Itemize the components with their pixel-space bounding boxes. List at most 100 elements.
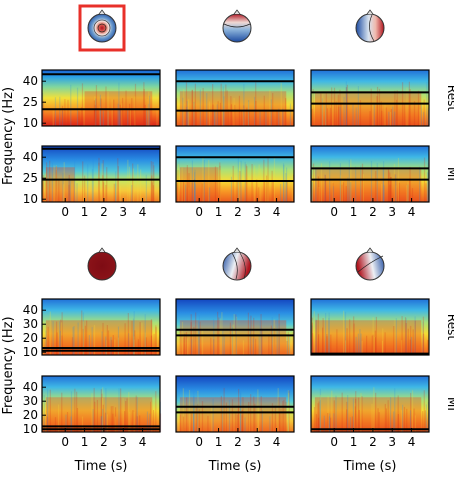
texture-streak: [104, 412, 107, 432]
texture-streak: [253, 396, 255, 432]
texture-streak: [54, 417, 57, 432]
texture-streak: [223, 335, 225, 355]
texture-streak: [282, 400, 284, 432]
texture-streak: [422, 411, 424, 432]
texture-streak: [47, 164, 49, 202]
texture-streak: [331, 87, 333, 126]
texture-streak: [186, 397, 188, 432]
texture-streak: [261, 328, 263, 355]
texture-streak: [222, 330, 224, 355]
texture-streak: [406, 185, 408, 202]
texture-streak: [150, 335, 153, 355]
texture-streak: [239, 171, 241, 202]
texture-streak: [56, 332, 58, 355]
texture-streak: [410, 392, 412, 432]
x-tick-label: 2: [100, 435, 108, 449]
texture-streak: [335, 101, 337, 126]
texture-streak: [355, 107, 357, 126]
topomap-group1-col1: [78, 4, 126, 52]
texture-streak: [407, 184, 409, 202]
texture-streak: [246, 107, 248, 126]
texture-streak: [358, 409, 360, 432]
texture-streak: [42, 180, 44, 202]
texture-streak: [76, 183, 78, 202]
texture-streak: [235, 413, 237, 432]
texture-streak: [271, 403, 274, 432]
texture-streak: [331, 390, 333, 432]
texture-streak: [237, 407, 239, 432]
texture-streak: [139, 415, 141, 432]
texture-streak: [328, 317, 330, 355]
texture-streak: [374, 337, 377, 355]
x-tick-label: 1: [81, 205, 89, 219]
texture-streak: [256, 179, 258, 202]
x-tick-label: 3: [253, 435, 261, 449]
texture-streak: [265, 109, 267, 126]
texture-streak: [139, 321, 141, 355]
texture-streak: [151, 175, 153, 202]
texture-streak: [382, 328, 384, 355]
texture-streak: [181, 167, 183, 202]
texture-streak: [176, 389, 178, 432]
texture-streak: [347, 177, 349, 202]
texture-streak: [219, 318, 221, 355]
texture-streak: [245, 164, 247, 202]
texture-streak: [145, 337, 147, 355]
texture-streak: [182, 388, 184, 432]
texture-streak: [110, 406, 112, 432]
texture-streak: [321, 98, 323, 126]
texture-streak: [191, 182, 193, 202]
texture-streak: [384, 403, 386, 432]
texture-streak: [135, 395, 137, 432]
texture-streak: [319, 388, 322, 432]
texture-streak: [64, 99, 66, 126]
texture-streak: [119, 185, 121, 202]
texture-streak: [188, 173, 190, 202]
texture-streak: [110, 336, 112, 355]
x-tick-label: 2: [100, 205, 108, 219]
texture-streak: [186, 106, 188, 126]
texture-streak: [255, 82, 257, 126]
spectrogram-field: [311, 376, 429, 432]
x-tick-label: 3: [119, 205, 127, 219]
texture-streak: [414, 415, 416, 432]
texture-streak: [233, 97, 235, 126]
texture-streak: [418, 166, 421, 202]
texture-streak: [73, 325, 75, 355]
texture-streak: [351, 416, 353, 432]
texture-streak: [201, 183, 203, 202]
texture-streak: [341, 392, 343, 432]
texture-streak: [389, 177, 392, 202]
texture-streak: [357, 333, 359, 355]
y-tick-label: 10: [23, 192, 38, 206]
topomap-group2-col2: [222, 247, 252, 281]
texture-streak: [312, 163, 315, 202]
y-tick-label: 20: [23, 331, 38, 345]
texture-streak: [158, 187, 160, 202]
texture-streak: [258, 334, 260, 355]
texture-streak: [342, 310, 345, 355]
texture-streak: [217, 101, 219, 126]
x-tick-label: 1: [350, 205, 358, 219]
texture-streak: [145, 174, 147, 202]
x-tick-label: 4: [273, 435, 281, 449]
texture-streak: [115, 171, 117, 202]
texture-streak: [192, 412, 195, 432]
texture-streak: [394, 388, 396, 432]
texture-streak: [388, 111, 390, 126]
panel-frame: [310, 145, 430, 203]
texture-streak: [55, 170, 57, 202]
texture-streak: [83, 187, 85, 202]
texture-streak: [94, 109, 96, 126]
texture-streak: [102, 110, 104, 126]
texture-streak: [376, 163, 378, 202]
texture-streak: [127, 312, 129, 355]
texture-streak: [382, 161, 385, 202]
texture-streak: [241, 415, 243, 432]
panel-frame: [175, 69, 295, 127]
texture-streak: [76, 391, 78, 432]
texture-streak: [414, 320, 416, 355]
texture-streak: [191, 90, 193, 126]
